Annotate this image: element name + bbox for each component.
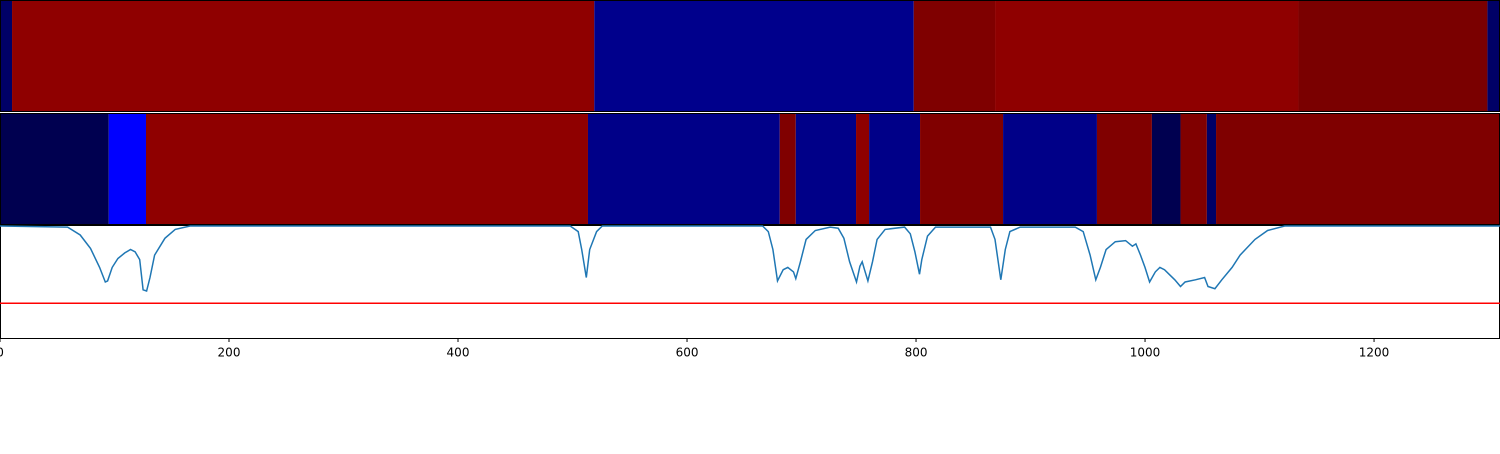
strip-segment <box>1216 113 1500 225</box>
strip-segment <box>587 113 780 225</box>
strip-segment <box>795 113 857 225</box>
x-tick-label: 1200 <box>1359 346 1390 360</box>
x-tick-label: 200 <box>218 346 241 360</box>
x-tick-label: 800 <box>905 346 928 360</box>
strip-segment <box>145 113 588 225</box>
strip-segment <box>920 113 1004 225</box>
strip-segment <box>1180 113 1207 225</box>
strip-segment <box>1096 113 1152 225</box>
x-tick-label: 1000 <box>1130 346 1161 360</box>
x-tick-label: 600 <box>676 346 699 360</box>
strip-segment <box>12 0 595 112</box>
strip-segment <box>594 0 914 112</box>
strip-segment <box>1487 0 1500 112</box>
strip-segment <box>0 113 109 225</box>
strip-segment <box>0 0 13 112</box>
plot-frame <box>0 225 1500 339</box>
strip-segment <box>913 0 996 112</box>
strip-segment <box>1298 0 1488 112</box>
strip-segment <box>108 113 146 225</box>
x-tick-label: 0 <box>0 346 4 360</box>
strip-segment <box>1206 113 1217 225</box>
strip-segment <box>1151 113 1181 225</box>
strip-segment <box>779 113 796 225</box>
strip-segment <box>1003 113 1097 225</box>
strip-segment <box>995 0 1299 112</box>
strip-segment <box>869 113 921 225</box>
series-line <box>0 225 1500 292</box>
x-tick-label: 400 <box>447 346 470 360</box>
strip-segment <box>856 113 870 225</box>
